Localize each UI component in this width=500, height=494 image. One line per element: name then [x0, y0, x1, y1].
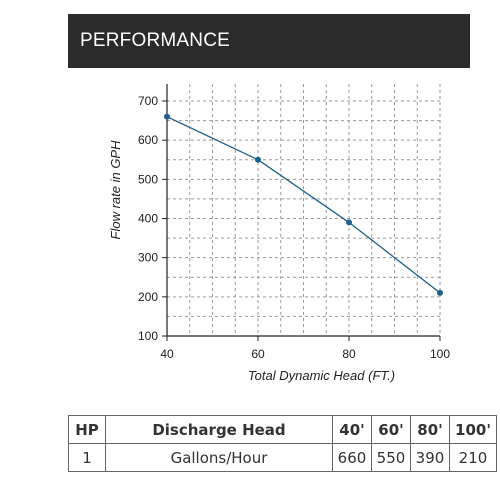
chart-ticks: 100 200 300 400 500 600 700 40 60 80 100: [138, 94, 450, 361]
table-cell: 390: [410, 443, 450, 472]
section-header: PERFORMANCE: [68, 14, 470, 68]
data-point: [164, 113, 170, 120]
table-header-cell: Discharge Head: [105, 415, 333, 444]
chart-series: [164, 113, 443, 296]
y-tick-label: 100: [138, 329, 158, 343]
table-cell: 210: [449, 443, 497, 472]
table-header-cell: 40': [332, 415, 372, 444]
data-point: [346, 219, 352, 226]
table-header-cell: 60': [371, 415, 411, 444]
y-tick-label: 500: [138, 172, 158, 186]
y-tick-label: 300: [138, 251, 158, 265]
table-header-cell: HP: [68, 415, 106, 444]
performance-chart: 100 200 300 400 500 600 700 40 60 80 100 Total Dyn…: [108, 84, 450, 383]
section-title: PERFORMANCE: [80, 30, 230, 51]
y-tick-label: 200: [138, 290, 158, 304]
table-row: 1 Gallons/Hour 660 550 390 210: [68, 443, 497, 472]
y-tick-label: 700: [138, 94, 158, 108]
y-tick-label: 400: [138, 212, 158, 226]
table-cell: 660: [332, 443, 372, 472]
table-header-cell: 80': [410, 415, 450, 444]
performance-table: HP Discharge Head 40' 60' 80' 100' 1 Gal…: [68, 415, 497, 472]
series-line: [166, 116, 441, 294]
chart-axes: [166, 84, 440, 337]
data-point: [255, 156, 261, 163]
table-header-cell: 100': [449, 415, 497, 444]
table-cell: Gallons/Hour: [105, 443, 333, 472]
y-tick-label: 600: [138, 133, 158, 147]
x-tick-label: 40: [160, 347, 174, 361]
x-tick-label: 80: [342, 347, 356, 361]
chart-grid: [167, 84, 441, 336]
x-axis-label: Total Dynamic Head (FT.): [248, 368, 395, 383]
y-axis-label: Flow rate in GPH: [108, 140, 123, 240]
x-tick-label: 100: [430, 347, 450, 361]
x-tick-label: 60: [251, 347, 265, 361]
data-point: [437, 289, 443, 296]
table-cell: 550: [371, 443, 411, 472]
table-header-row: HP Discharge Head 40' 60' 80' 100': [68, 415, 497, 444]
table-cell: 1: [68, 443, 106, 472]
